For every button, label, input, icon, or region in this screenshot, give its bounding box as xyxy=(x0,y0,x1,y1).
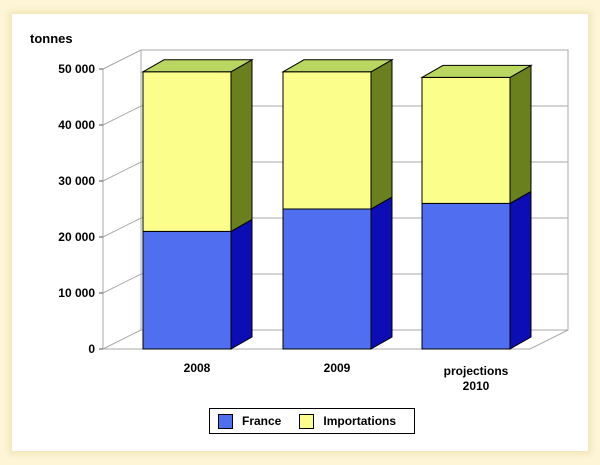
bar-side xyxy=(370,58,393,210)
legend-label-importations: Importations xyxy=(323,414,397,428)
bar-side xyxy=(230,58,253,233)
y-axis-ticks: 0 10 000 20 000 30 000 40 000 50 000 xyxy=(58,62,103,356)
bar-france-1 xyxy=(282,196,393,350)
legend-item-importations: Importations xyxy=(299,413,397,429)
bar-importations-2 xyxy=(420,64,533,205)
bar-importations-1 xyxy=(281,58,394,210)
bar-side xyxy=(509,190,532,350)
legend-item-france: France xyxy=(218,413,282,429)
bar-top xyxy=(281,59,394,73)
bar-front xyxy=(421,76,511,204)
x-tick-label: 2010 xyxy=(463,379,490,393)
bar-front xyxy=(282,71,372,210)
legend-swatch-france xyxy=(218,413,233,429)
bar-front xyxy=(142,71,232,232)
y-tick-label: 10 000 xyxy=(58,286,95,300)
legend: France Importations xyxy=(209,408,415,434)
bar-top xyxy=(420,64,533,78)
bar-front xyxy=(142,230,232,350)
bar-side xyxy=(509,64,532,205)
bar-front xyxy=(282,208,372,350)
bar-importations-0 xyxy=(141,58,254,233)
bar-front xyxy=(421,202,511,350)
gridline xyxy=(102,49,568,70)
bar-side xyxy=(370,196,393,350)
bar-france-2 xyxy=(421,190,532,350)
x-tick-label: projections xyxy=(444,364,509,378)
y-tick-label: 30 000 xyxy=(58,174,95,188)
y-tick-label: 50 000 xyxy=(58,62,95,76)
y-tick-label: 0 xyxy=(88,342,95,356)
legend-swatch-importations xyxy=(299,413,315,429)
bar-side xyxy=(230,218,253,350)
bars xyxy=(141,58,533,350)
x-tick-label: 2008 xyxy=(184,361,211,375)
left-wall xyxy=(102,49,142,350)
x-tick-label: 2009 xyxy=(324,361,351,375)
bar-france-0 xyxy=(142,218,253,350)
y-tick-label: 20 000 xyxy=(58,230,95,244)
bar-top xyxy=(141,59,254,73)
y-tick-label: 40 000 xyxy=(58,118,95,132)
legend-label-france: France xyxy=(242,414,282,428)
y-unit-label: tonnes xyxy=(30,31,73,46)
